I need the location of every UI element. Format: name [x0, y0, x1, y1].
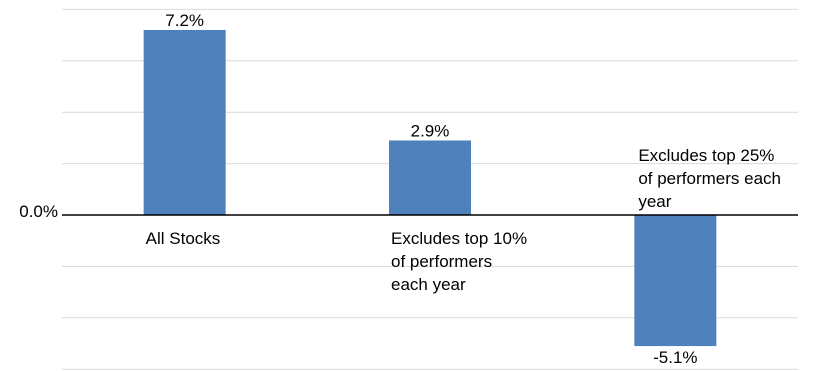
category-label-line: year — [638, 192, 671, 211]
bar-1 — [143, 29, 226, 216]
data-label-3: -5.1% — [653, 348, 697, 367]
category-label-3: Excludes top 25% of performers each year — [638, 146, 781, 211]
category-label-line: All Stocks — [146, 229, 221, 248]
bar-2 — [389, 140, 471, 215]
category-label-1: All Stocks — [146, 229, 221, 248]
category-labels: All Stocks Excludes top 10% of performers e… — [146, 146, 781, 294]
category-label-line: Excludes top 10% — [391, 229, 527, 248]
data-labels: 7.2% 2.9% -5.1% — [165, 11, 697, 367]
category-label-line: Excludes top 25% — [638, 146, 774, 165]
bars — [143, 29, 717, 347]
data-label-2: 2.9% — [411, 121, 450, 140]
bar-3 — [634, 215, 717, 347]
category-label-line: of performers — [391, 252, 492, 271]
data-label-1: 7.2% — [165, 11, 204, 30]
category-label-2: Excludes top 10% of performers each year — [391, 229, 527, 294]
category-label-line: of performers each — [638, 169, 781, 188]
category-label-line: each year — [391, 275, 466, 294]
y-tick-label-zero: 0.0% — [19, 202, 58, 221]
